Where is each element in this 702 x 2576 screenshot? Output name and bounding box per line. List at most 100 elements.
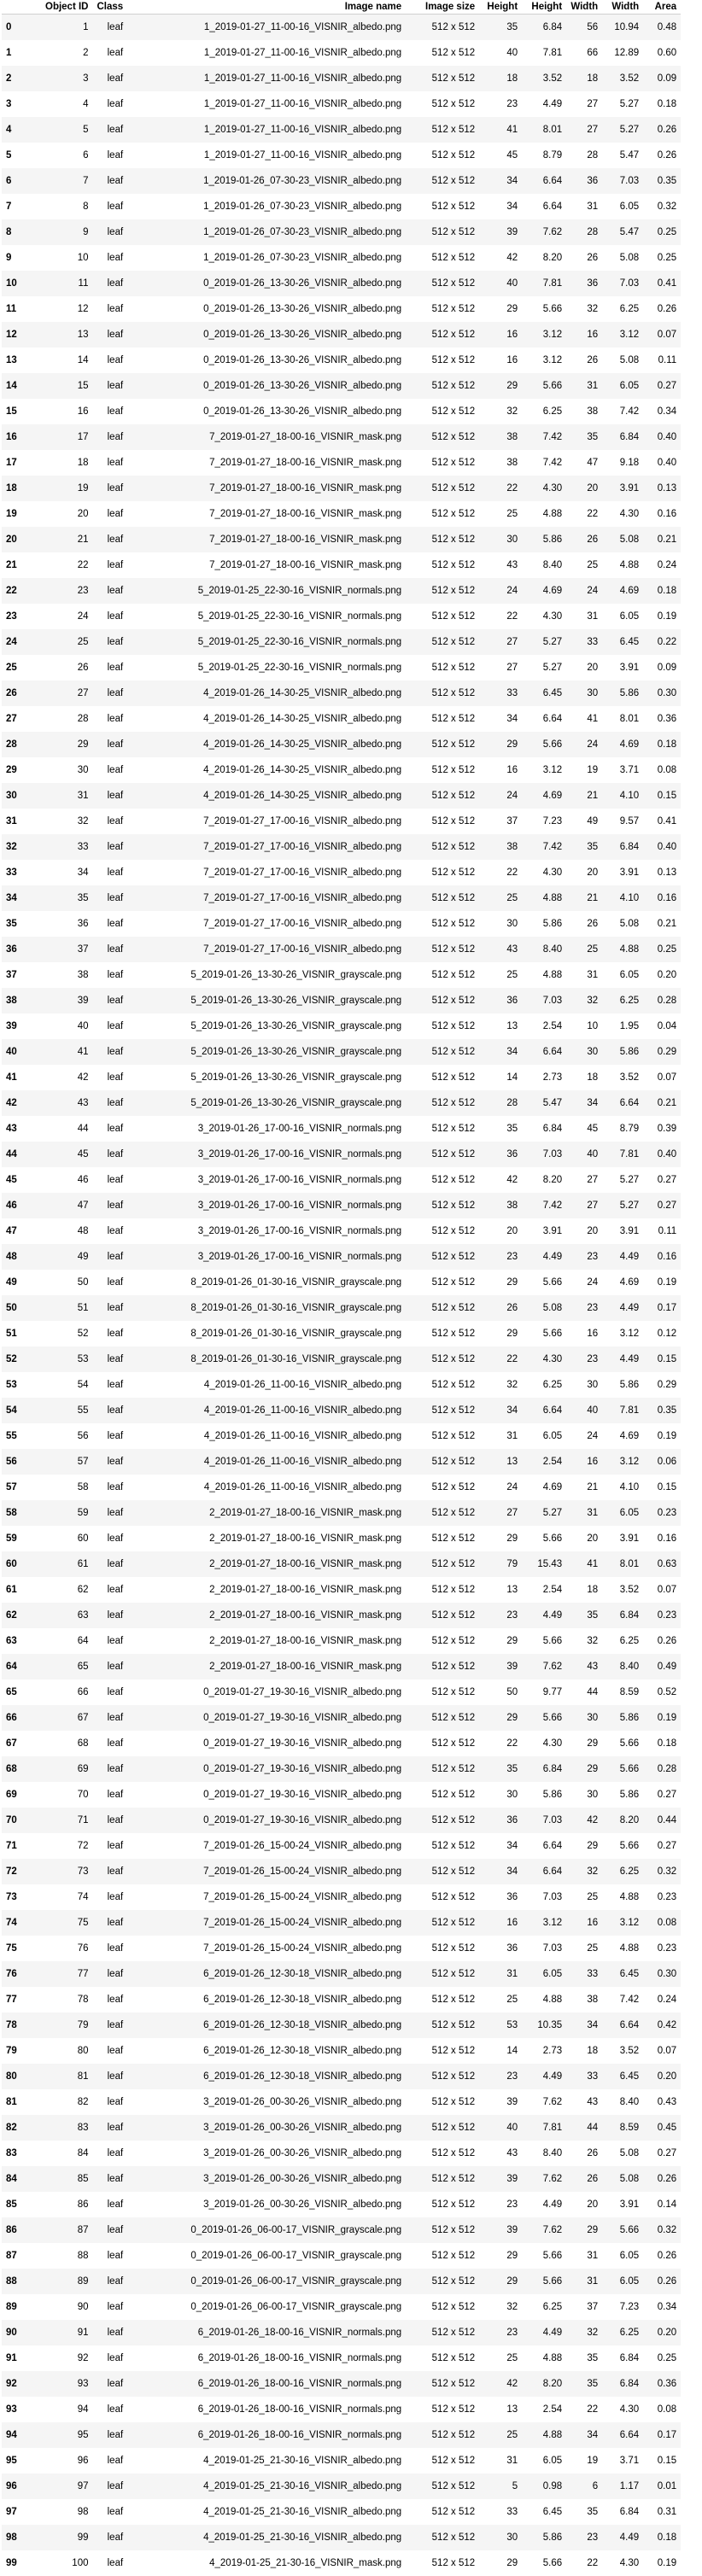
area-cell: 0.27 <box>643 2141 681 2166</box>
object-id-cell: 35 <box>41 885 92 911</box>
width-px-cell: 49 <box>566 809 602 834</box>
class-cell: leaf <box>92 1782 127 1808</box>
object-id-cell: 91 <box>41 2320 92 2345</box>
height-mm-cell: 6.25 <box>522 2294 566 2320</box>
object-id-cell: 95 <box>41 2422 92 2448</box>
object-id-cell: 34 <box>41 860 92 885</box>
row-index-cell: 4 <box>2 117 41 143</box>
height-mm-cell: 7.42 <box>522 450 566 476</box>
class-cell: leaf <box>92 2217 127 2243</box>
height-px-cell: 36 <box>479 1884 522 1910</box>
height-px-cell: 22 <box>479 1346 522 1372</box>
class-cell: leaf <box>92 2397 127 2422</box>
class-cell: leaf <box>92 2448 127 2474</box>
class-cell: leaf <box>92 2422 127 2448</box>
object-id-cell: 86 <box>41 2192 92 2217</box>
image-size-cell: 512 x 512 <box>406 1910 479 1936</box>
class-cell: leaf <box>92 1167 127 1193</box>
width-mm-cell: 5.86 <box>602 1039 643 1065</box>
width-mm-cell: 5.08 <box>602 2166 643 2192</box>
row-index-cell: 26 <box>2 681 41 706</box>
area-cell: 0.25 <box>643 219 681 245</box>
object-id-cell: 31 <box>41 783 92 809</box>
image-size-cell: 512 x 512 <box>406 1218 479 1244</box>
class-cell: leaf <box>92 1628 127 1654</box>
width-px-cell: 26 <box>566 348 602 373</box>
image-size-cell: 512 x 512 <box>406 373 479 399</box>
area-cell: 0.36 <box>643 2371 681 2397</box>
image-size-cell: 512 x 512 <box>406 2448 479 2474</box>
height-mm-cell: 6.05 <box>522 1961 566 1987</box>
row-index-cell: 34 <box>2 885 41 911</box>
image-name-cell: 7_2019-01-27_17-00-16_VISNIR_albedo.png <box>127 809 406 834</box>
object-id-cell: 83 <box>41 2115 92 2141</box>
image-name-cell: 6_2019-01-26_12-30-18_VISNIR_albedo.png <box>127 2038 406 2064</box>
area-cell: 0.19 <box>643 1270 681 1295</box>
height-mm-cell: 4.88 <box>522 885 566 911</box>
width-mm-cell: 3.71 <box>602 757 643 783</box>
width-px-cell: 25 <box>566 1936 602 1961</box>
height-mm-cell: 8.40 <box>522 2141 566 2166</box>
row-index-cell: 3 <box>2 91 41 117</box>
width-px-cell: 35 <box>566 1603 602 1628</box>
height-px-cell: 39 <box>479 219 522 245</box>
image-size-cell: 512 x 512 <box>406 1090 479 1116</box>
image-size-cell: 512 x 512 <box>406 1526 479 1551</box>
width-px-cell: 43 <box>566 1654 602 1679</box>
object-id-cell: 21 <box>41 527 92 552</box>
width-px-cell: 37 <box>566 2294 602 2320</box>
width-px-cell: 21 <box>566 783 602 809</box>
image-name-cell: 1_2019-01-27_11-00-16_VISNIR_albedo.png <box>127 143 406 168</box>
image-name-cell: 7_2019-01-27_17-00-16_VISNIR_albedo.png <box>127 937 406 962</box>
area-cell: 0.07 <box>643 1577 681 1603</box>
width-px-cell: 34 <box>566 2012 602 2038</box>
width-px-cell: 20 <box>566 2192 602 2217</box>
height-mm-cell: 5.66 <box>522 1705 566 1731</box>
class-cell: leaf <box>92 2525 127 2550</box>
class-cell: leaf <box>92 2115 127 2141</box>
object-id-cell: 71 <box>41 1808 92 1833</box>
image-size-cell: 512 x 512 <box>406 1808 479 1833</box>
object-id-cell: 56 <box>41 1423 92 1449</box>
object-id-cell: 55 <box>41 1398 92 1423</box>
width-mm-cell: 5.47 <box>602 143 643 168</box>
height-mm-cell: 6.05 <box>522 1423 566 1449</box>
area-cell: 0.36 <box>643 706 681 732</box>
height-px-cell: 20 <box>479 1218 522 1244</box>
area-cell: 0.18 <box>643 732 681 757</box>
height-px-cell: 36 <box>479 1936 522 1961</box>
image-size-cell: 512 x 512 <box>406 578 479 604</box>
width-px-cell: 36 <box>566 168 602 194</box>
image-size-cell: 512 x 512 <box>406 2115 479 2141</box>
object-id-cell: 57 <box>41 1449 92 1475</box>
object-id-cell: 25 <box>41 629 92 655</box>
object-id-cell: 74 <box>41 1884 92 1910</box>
area-cell: 0.35 <box>643 168 681 194</box>
class-cell: leaf <box>92 143 127 168</box>
image-size-cell: 512 x 512 <box>406 1423 479 1449</box>
height-px-cell: 25 <box>479 2422 522 2448</box>
width-px-cell: 47 <box>566 450 602 476</box>
width-mm-cell: 5.66 <box>602 1756 643 1782</box>
image-size-cell: 512 x 512 <box>406 245 479 271</box>
area-cell: 0.22 <box>643 629 681 655</box>
width-px-cell: 32 <box>566 988 602 1013</box>
height-px-cell: 36 <box>479 1808 522 1833</box>
height-px-cell: 5 <box>479 2474 522 2499</box>
image-size-cell: 512 x 512 <box>406 885 479 911</box>
height-px-cell: 40 <box>479 2115 522 2141</box>
height-px-cell: 38 <box>479 834 522 860</box>
image-name-cell: 3_2019-01-26_17-00-16_VISNIR_normals.png <box>127 1142 406 1167</box>
area-cell: 0.26 <box>643 2166 681 2192</box>
height-px-cell: 29 <box>479 296 522 322</box>
image-size-cell: 512 x 512 <box>406 1295 479 1321</box>
height-px-cell: 14 <box>479 1065 522 1090</box>
width-mm-cell: 5.08 <box>602 2141 643 2166</box>
